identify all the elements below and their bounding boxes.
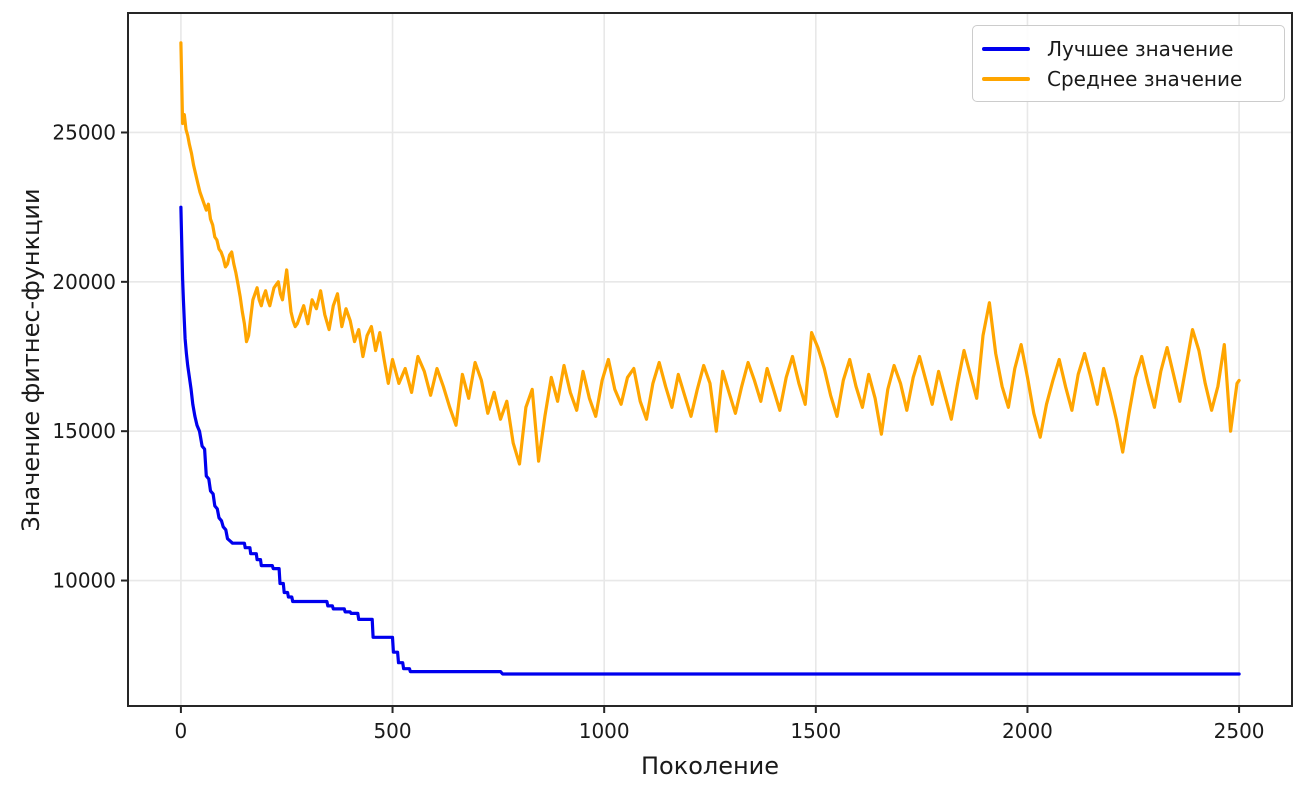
legend-label-average: Среднее значение <box>1047 66 1243 91</box>
x-axis-label: Поколение <box>640 752 780 780</box>
legend-item-average: Среднее значение <box>982 65 1284 92</box>
y-tick-label: 25000 <box>52 120 116 144</box>
line-best-value <box>179 205 1241 676</box>
legend-label-best: Лучшее значение <box>1047 36 1234 61</box>
y-tick-label: 15000 <box>52 419 116 443</box>
y-axis-label: Значение фитнес-функции <box>17 188 45 532</box>
x-tick-label: 1000 <box>579 719 630 743</box>
y-tick-label: 20000 <box>52 270 116 294</box>
line-average-value <box>179 41 1241 466</box>
legend: Лучшее значение Среднее значение <box>972 25 1285 102</box>
x-tick-label: 2500 <box>1214 719 1265 743</box>
x-tick-label: 0 <box>175 719 188 743</box>
plot-border <box>127 12 1293 707</box>
x-tick-label: 2000 <box>1002 719 1053 743</box>
legend-line-sample-average <box>982 76 1030 81</box>
y-tick-label: 10000 <box>52 569 116 593</box>
legend-line-sample-best <box>982 46 1030 51</box>
legend-item-best: Лучшее значение <box>982 35 1284 62</box>
x-tick-label: 1500 <box>790 719 841 743</box>
x-tick-label: 500 <box>373 719 411 743</box>
